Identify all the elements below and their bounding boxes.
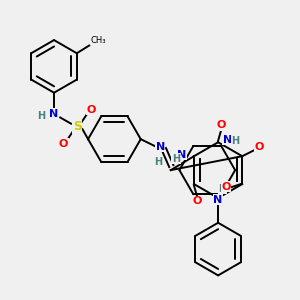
Text: S: S <box>73 120 82 133</box>
Text: H: H <box>153 160 161 170</box>
Text: CH₃: CH₃ <box>91 36 106 45</box>
Text: O: O <box>58 139 68 149</box>
Text: H: H <box>38 111 46 121</box>
Text: H: H <box>218 184 226 194</box>
Text: N: N <box>177 150 186 160</box>
Text: N: N <box>50 110 58 119</box>
Text: N: N <box>156 142 165 152</box>
Text: H: H <box>231 136 239 146</box>
Text: O: O <box>86 105 96 115</box>
Text: H: H <box>154 158 162 167</box>
Text: O: O <box>255 142 264 152</box>
Text: O: O <box>192 196 202 206</box>
Text: H: H <box>172 154 180 164</box>
Text: O: O <box>221 182 230 191</box>
Text: O: O <box>217 120 226 130</box>
Text: N: N <box>223 135 232 145</box>
Text: N: N <box>214 194 223 205</box>
